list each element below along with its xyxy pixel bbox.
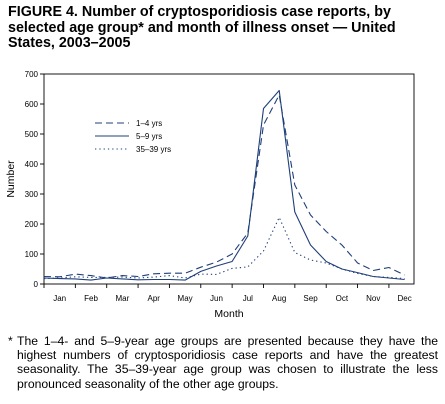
x-tick-label-sep: Sep [303, 294, 318, 303]
y-tick-label-200: 200 [25, 220, 39, 229]
x-tick-label-mar: Mar [115, 294, 129, 303]
plot-frame [43, 73, 415, 285]
x-tick-label-apr: Apr [148, 294, 161, 303]
line-chart: 0 100 200 300 400 500 600 700 Jan Feb Mar Apr May Jun… [5, 70, 415, 320]
figure-title: FIGURE 4. Number of cryptosporidiosis ca… [8, 4, 396, 51]
footnote-marker: * [8, 334, 13, 348]
chart-legend: 1–4 yrs 5–9 yrs 35–39 yrs [95, 119, 171, 154]
y-tick-label-400: 400 [25, 160, 39, 169]
y-axis-title: Number [5, 160, 17, 198]
legend-label-0: 1–4 yrs [136, 119, 162, 128]
series-line-0 [43, 94, 405, 279]
x-tick-label-feb: Feb [84, 294, 98, 303]
legend-label-2: 35–39 yrs [136, 145, 171, 154]
x-tick-label-jun: Jun [210, 294, 223, 303]
y-tick-label-100: 100 [25, 250, 39, 259]
x-tick-label-aug: Aug [272, 294, 286, 303]
footnote-text: The 1–4- and 5–9-year age groups are pre… [17, 334, 438, 391]
x-tick-label-oct: Oct [336, 294, 349, 303]
legend-label-1: 5–9 yrs [136, 132, 162, 141]
y-tick-label-600: 600 [25, 100, 39, 109]
series-line-2 [43, 216, 405, 280]
chart-series [43, 89, 405, 281]
y-tick-label-300: 300 [25, 190, 39, 199]
series-line-1 [43, 89, 405, 281]
x-tick-label-jan: Jan [53, 294, 66, 303]
chart-axes: 0 100 200 300 400 500 600 700 Jan Feb Mar Apr May Jun… [25, 70, 415, 303]
y-tick-label-500: 500 [25, 130, 39, 139]
y-tick-label-0: 0 [34, 280, 39, 289]
y-tick-label-700: 700 [25, 70, 39, 79]
x-tick-label-dec: Dec [397, 294, 411, 303]
x-axis-title: Month [214, 308, 243, 320]
x-tick-label-jul: Jul [243, 294, 253, 303]
x-tick-label-may: May [178, 294, 193, 303]
x-tick-label-nov: Nov [366, 294, 380, 303]
footnote: * The 1–4- and 5–9-year age groups are p… [8, 334, 438, 391]
